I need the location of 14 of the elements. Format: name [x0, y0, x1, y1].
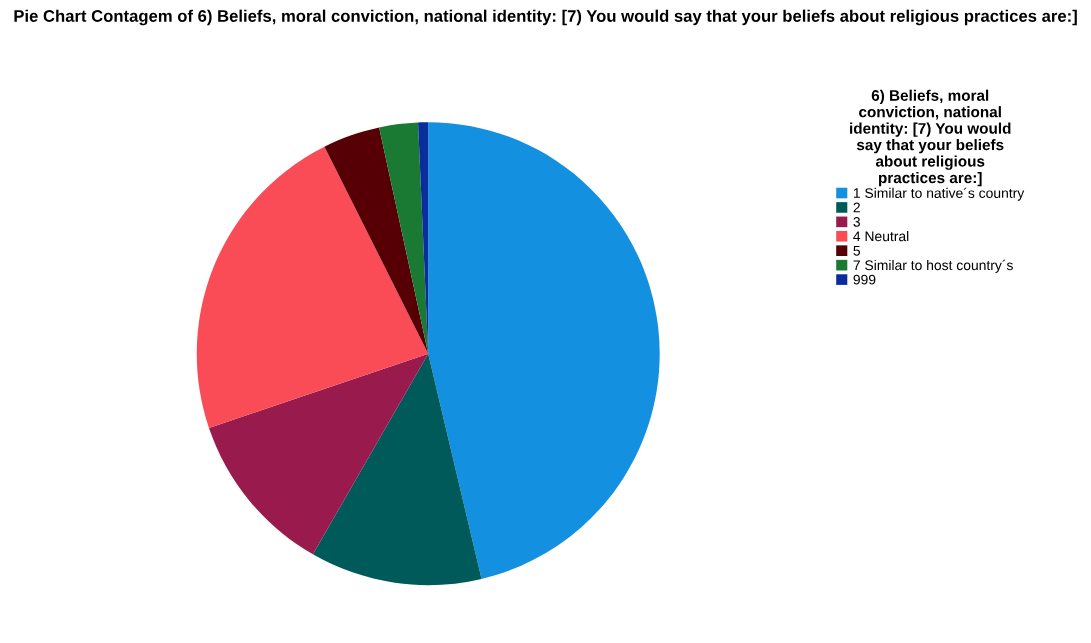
- legend-label: 3: [853, 216, 860, 227]
- pie-slice: [324, 127, 429, 354]
- legend-title: 6) Beliefs, moral conviction, national identity: [7) You would say that your beliefs about religious practices are:]: [850, 89, 1011, 187]
- pie-slice: [428, 122, 660, 579]
- legend-label: 1 Similar to native´s country: [853, 187, 1025, 201]
- legend-label: 5: [853, 245, 861, 256]
- legend-label: 999: [853, 274, 876, 285]
- pie-slice: [312, 353, 482, 586]
- pie-slice: [196, 146, 429, 428]
- chart-title: Pie Chart Contagem of 6) Beliefs, moral conviction, national identity: [7) You would say that your beliefs about religious practices are:]: [14, 9, 1077, 26]
- legend-label: 4 Neutral: [853, 231, 909, 242]
- legend-label: 7 Similar to host country´s: [853, 259, 1013, 273]
- legend-label: 2: [853, 202, 860, 213]
- pie-slice: [208, 353, 429, 555]
